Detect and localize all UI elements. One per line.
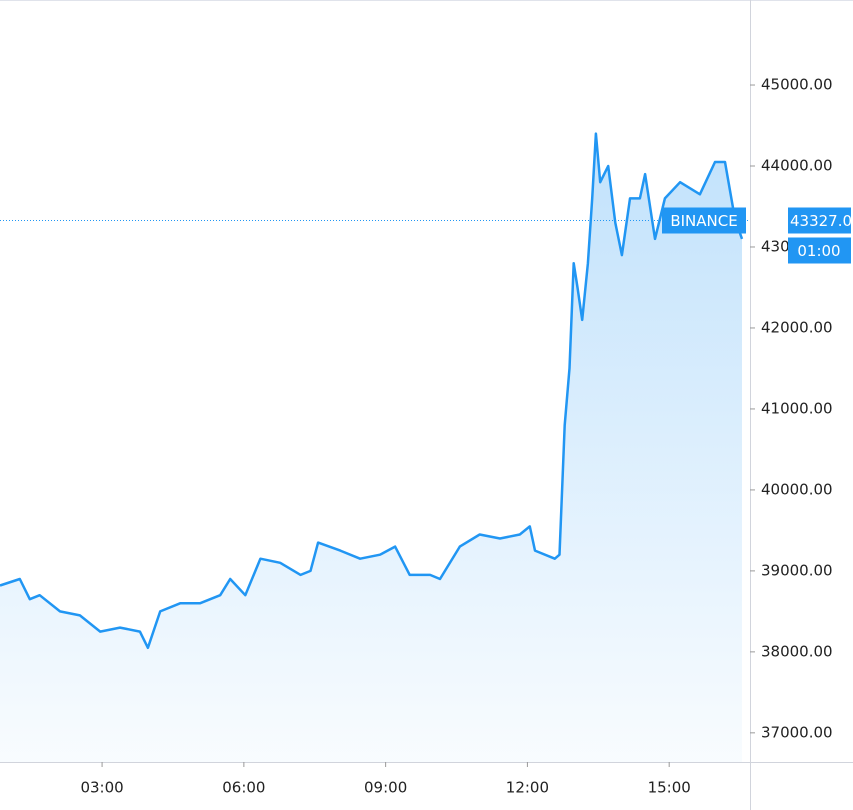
y-tick-label: 38000.00 <box>761 642 833 660</box>
y-tick-label: 37000.00 <box>761 723 833 741</box>
source-label-box <box>662 207 746 234</box>
y-tick-label: 44000.00 <box>761 157 833 175</box>
y-tick-label: 42000.00 <box>761 318 833 336</box>
countdown-box <box>788 237 851 264</box>
x-tick-label: 03:00 <box>80 779 123 797</box>
last-price-box <box>788 207 851 234</box>
last-price-label: 43327.00 <box>790 212 853 230</box>
x-tick-label: 06:00 <box>222 779 265 797</box>
x-tick-label: 09:00 <box>364 779 407 797</box>
x-tick-label: 12:00 <box>506 779 549 797</box>
price-line <box>0 132 744 650</box>
countdown-label: 01:00 <box>797 242 840 260</box>
source-label: BINANCE <box>670 212 737 230</box>
y-tick-label: 39000.00 <box>761 561 833 579</box>
y-tick-label: 41000.00 <box>761 399 833 417</box>
y-tick-label: 40000.00 <box>761 480 833 498</box>
x-tick-label: 15:00 <box>648 779 691 797</box>
y-tick-label: 45000.00 <box>761 76 833 94</box>
area-fill <box>0 133 742 763</box>
